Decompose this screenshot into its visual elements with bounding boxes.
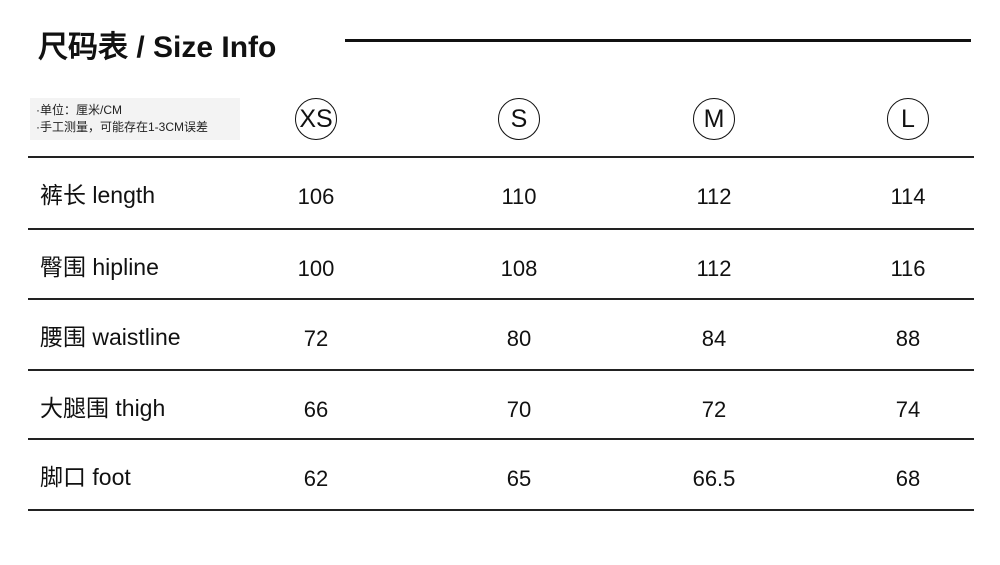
row-divider [28, 509, 974, 511]
row-divider [28, 298, 974, 300]
row-divider [28, 228, 974, 230]
table-cell: 112 [696, 256, 732, 281]
row-divider [28, 369, 974, 371]
measurement-note: ·单位：厘米/CM ·手工测量，可能存在1-3CM误差 [30, 98, 240, 140]
size-header-xs: XS [295, 98, 337, 140]
table-cell: 108 [500, 256, 538, 281]
table-cell: 62 [303, 466, 329, 491]
table-cell: 65 [506, 466, 532, 491]
table-cell: 116 [890, 256, 926, 281]
table-cell: 72 [303, 326, 329, 351]
table-cell: 72 [701, 397, 727, 422]
size-header-l: L [887, 98, 929, 140]
table-cell: 66.5 [692, 466, 736, 491]
table-cell: 88 [895, 326, 921, 351]
row-label: 大腿围 thigh [40, 395, 166, 421]
unit-note: ·单位：厘米/CM [36, 103, 122, 117]
size-header-m: M [693, 98, 735, 140]
table-cell: 66 [303, 397, 329, 422]
row-divider [28, 156, 974, 158]
row-label: 臀围 hipline [40, 254, 159, 280]
table-cell: 106 [297, 184, 335, 209]
table-cell: 112 [696, 184, 732, 209]
size-header-s: S [498, 98, 540, 140]
row-divider [28, 438, 974, 440]
table-cell: 100 [297, 256, 335, 281]
table-cell: 74 [895, 397, 921, 422]
table-cell: 110 [501, 184, 537, 209]
table-cell: 114 [890, 184, 926, 209]
table-cell: 70 [506, 397, 532, 422]
row-label: 腰围 waistline [40, 324, 181, 350]
error-note: ·手工测量，可能存在1-3CM误差 [36, 120, 209, 134]
table-cell: 80 [506, 326, 532, 351]
title-divider [345, 39, 971, 42]
row-label: 脚口 foot [40, 464, 131, 490]
row-label: 裤长 length [40, 182, 156, 208]
table-cell: 84 [701, 326, 727, 351]
table-cell: 68 [895, 466, 921, 491]
page-title: 尺码表 / Size Info [38, 31, 277, 64]
